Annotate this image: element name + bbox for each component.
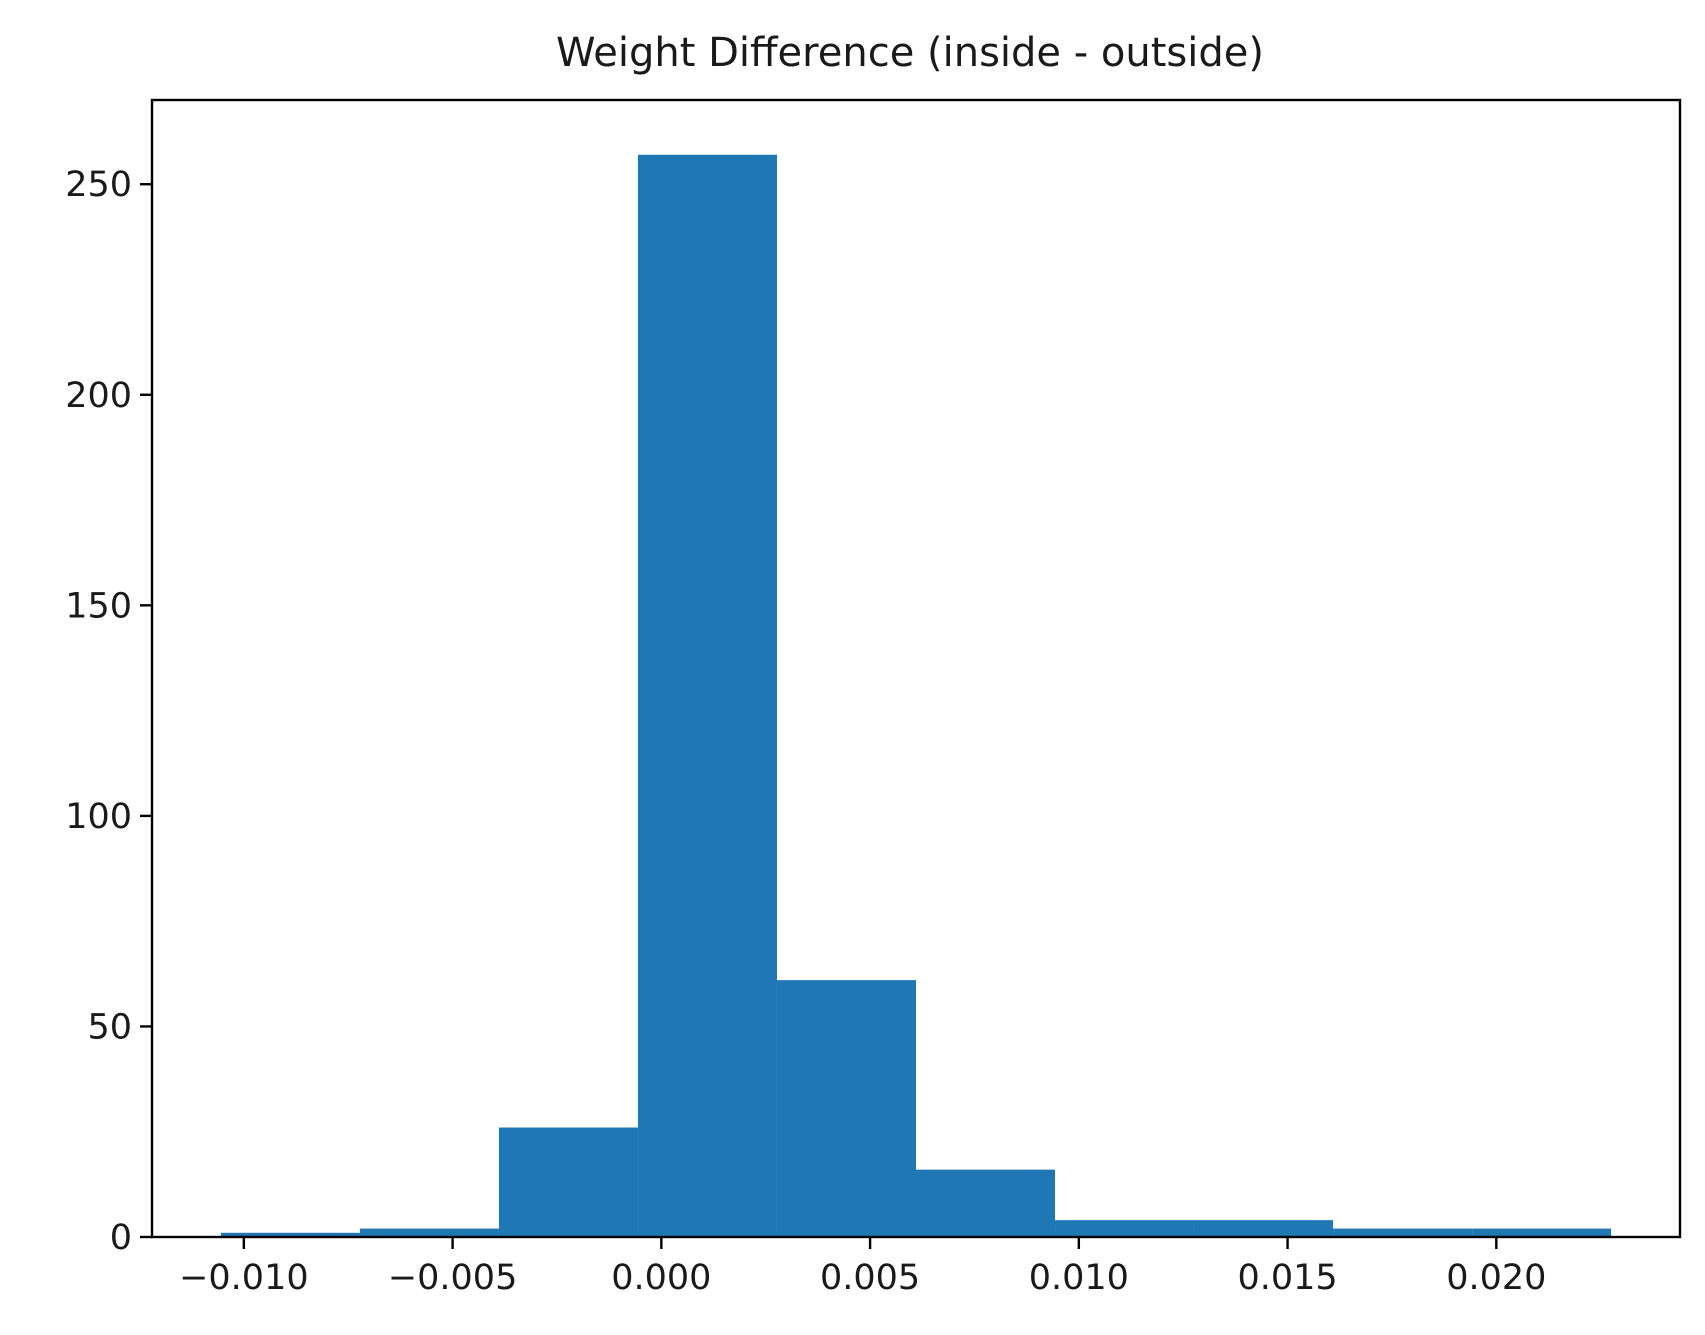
histogram-bar: [776, 980, 916, 1237]
histogram-bar: [1055, 1220, 1195, 1237]
y-tick-label: 50: [87, 1007, 132, 1047]
x-tick-label: 0.020: [1446, 1258, 1546, 1298]
histogram-bar: [1333, 1228, 1473, 1237]
histogram-bar: [916, 1169, 1056, 1237]
y-tick-label: 100: [65, 797, 132, 837]
x-tick-label: 0.005: [820, 1258, 920, 1298]
y-tick-label: 0: [110, 1218, 132, 1258]
x-tick-label: 0.015: [1237, 1258, 1337, 1298]
x-tick-label: 0.010: [1029, 1258, 1129, 1298]
plot-area-frame: [150, 98, 1682, 1239]
histogram-bar: [637, 154, 777, 1238]
y-axis: 0 50 100 150 200 250: [65, 165, 152, 1258]
x-axis: −0.010 −0.005 0.000 0.005 0.010 0.015 0.020: [179, 1237, 1546, 1298]
x-tick-label: −0.010: [179, 1258, 309, 1298]
histogram-bar: [220, 1232, 360, 1237]
y-tick-label: 200: [65, 376, 132, 416]
histogram-bar: [1472, 1228, 1612, 1237]
chart-title: Weight Difference (inside - outside): [556, 30, 1264, 76]
histogram-bar: [359, 1228, 499, 1237]
histogram-bar: [498, 1127, 638, 1237]
bars-group: [220, 154, 1612, 1238]
histogram-bar: [1194, 1220, 1334, 1237]
x-tick-label: 0.000: [611, 1258, 711, 1298]
y-tick-label: 150: [65, 586, 132, 626]
y-tick-label: 250: [65, 165, 132, 205]
x-tick-label: −0.005: [388, 1258, 518, 1298]
